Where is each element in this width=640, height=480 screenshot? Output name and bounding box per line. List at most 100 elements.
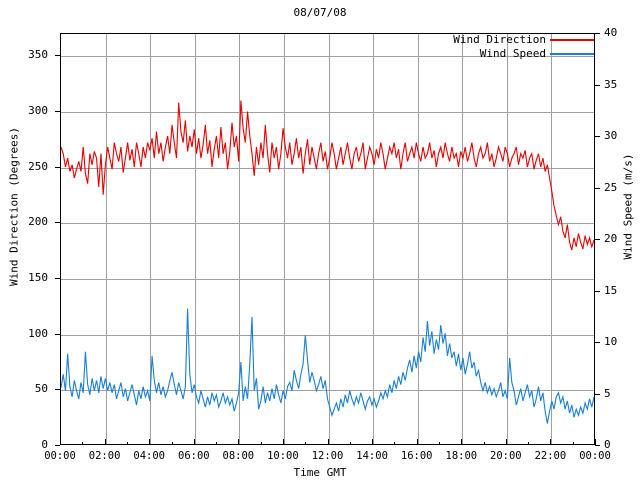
x-axis-tick-label: 00:00	[579, 450, 611, 462]
x-axis-minor-tick	[394, 442, 396, 445]
x-axis-major-tick	[461, 439, 463, 445]
y-axis-right-title: Wind Speed (m/s)	[621, 153, 635, 260]
x-axis-major-tick	[104, 439, 106, 445]
y-axis-right-tick-label: 15	[604, 283, 618, 297]
series-line-wind-speed	[61, 309, 594, 424]
y-axis-left-tick	[55, 445, 60, 446]
gridline-horizontal	[61, 334, 594, 336]
legend-label: Wind Direction	[453, 33, 546, 46]
x-axis-tick-label: 06:00	[177, 450, 210, 462]
x-axis-minor-tick	[126, 442, 128, 445]
y-axis-left-tick-label: 50	[34, 382, 48, 396]
y-axis-right-tick	[595, 84, 600, 86]
gridline-vertical	[373, 34, 375, 444]
y-axis-left-tick	[55, 278, 60, 279]
x-axis-title: Time GMT	[293, 466, 347, 479]
x-axis-major-tick	[282, 439, 284, 445]
gridline-horizontal	[61, 390, 594, 392]
x-axis-major-tick	[416, 439, 418, 445]
y-axis-right-tick-label: 30	[604, 129, 618, 142]
x-axis-tick-label: 16:00	[400, 450, 433, 462]
y-axis-left-tick-label: 0	[41, 438, 48, 451]
x-axis-minor-tick	[572, 442, 574, 445]
x-axis-minor-tick	[349, 442, 351, 445]
x-axis-tick-label: 08:00	[222, 450, 255, 462]
gridline-vertical	[150, 34, 152, 444]
y-axis-right-tick	[595, 393, 600, 395]
gridline-horizontal	[61, 111, 594, 113]
x-axis-tick-label: 04:00	[133, 450, 165, 462]
legend-color-swatch	[550, 39, 594, 41]
gridline-vertical	[194, 34, 196, 444]
y-axis-left-title: Wind Direction (Degrees)	[7, 127, 21, 286]
y-axis-left-tick-label: 200	[28, 215, 48, 229]
y-axis-left-tick	[55, 389, 60, 391]
gridline-vertical	[462, 34, 464, 444]
x-axis-tick-label: 10:00	[267, 450, 299, 462]
y-axis-right-tick	[595, 445, 600, 446]
y-axis-right-tick	[595, 290, 600, 292]
x-axis-tick-label: 02:00	[88, 450, 121, 462]
y-axis-right-tick-label: 10	[604, 335, 618, 348]
y-axis-left-tick	[55, 222, 60, 224]
gridline-vertical	[417, 34, 419, 444]
legend-item-wind-direction[interactable]: Wind Direction	[418, 33, 594, 46]
series-line-wind-direction	[61, 100, 594, 250]
x-axis-tick-label: 22:00	[534, 450, 567, 462]
x-axis-major-tick	[193, 439, 195, 445]
chart-legend: Wind Direction Wind Speed	[418, 33, 594, 61]
gridline-vertical	[328, 34, 330, 444]
y-axis-right-tick-label: 25	[604, 180, 618, 194]
y-axis-left-tick	[55, 166, 60, 168]
y-axis-right-tick-label: 35	[604, 77, 618, 91]
y-axis-left-tick	[55, 333, 60, 335]
x-axis-tick-label: 12:00	[311, 450, 344, 462]
x-axis-major-tick	[60, 439, 61, 445]
y-axis-right-tick	[595, 187, 600, 189]
legend-label: Wind Speed	[479, 47, 546, 60]
y-axis-right-tick	[595, 136, 600, 137]
gridline-horizontal	[61, 279, 594, 280]
x-axis-minor-tick	[216, 442, 217, 445]
x-axis-minor-tick	[439, 442, 440, 445]
x-axis-tick-label: 18:00	[445, 450, 478, 462]
x-axis-tick-label: 20:00	[489, 450, 522, 462]
y-axis-right-tick-label: 20	[604, 232, 618, 245]
y-axis-right-tick	[595, 33, 600, 34]
gridline-vertical	[105, 34, 107, 444]
y-axis-right-tick-label: 40	[604, 26, 618, 39]
x-axis-major-tick	[238, 439, 240, 445]
y-axis-right-tick	[595, 342, 600, 343]
gridline-vertical	[551, 34, 553, 444]
x-axis-major-tick	[550, 439, 552, 445]
x-axis-major-tick	[595, 439, 596, 445]
y-axis-left-tick-label: 150	[28, 271, 48, 284]
x-axis-minor-tick	[82, 442, 84, 445]
gridline-vertical	[239, 34, 241, 444]
y-axis-left-tick	[55, 110, 60, 112]
y-axis-right-tick	[595, 239, 600, 240]
x-axis-tick-label: 00:00	[44, 450, 76, 462]
gridline-vertical	[283, 34, 285, 444]
x-axis-tick-label: 14:00	[356, 450, 388, 462]
y-axis-right-tick-label: 0	[604, 438, 611, 451]
y-axis-left-tick	[55, 55, 60, 57]
x-axis-minor-tick	[305, 442, 307, 445]
legend-color-swatch	[550, 53, 594, 55]
plot-area	[60, 33, 595, 445]
y-axis-left-tick-label: 300	[28, 103, 48, 117]
gridline-horizontal	[61, 56, 594, 58]
legend-item-wind-speed[interactable]: Wind Speed	[418, 47, 594, 60]
x-axis-minor-tick	[260, 442, 262, 445]
x-axis-major-tick	[327, 439, 329, 445]
x-axis-minor-tick	[483, 442, 485, 445]
x-axis-minor-tick	[528, 442, 530, 445]
x-axis-major-tick	[149, 439, 151, 445]
y-axis-left-tick-label: 350	[28, 48, 48, 62]
y-axis-right-tick-label: 5	[604, 386, 611, 400]
x-axis-major-tick	[372, 439, 374, 445]
x-axis-major-tick	[505, 439, 507, 445]
x-axis-minor-tick	[171, 442, 173, 445]
data-series-layer	[61, 34, 594, 444]
